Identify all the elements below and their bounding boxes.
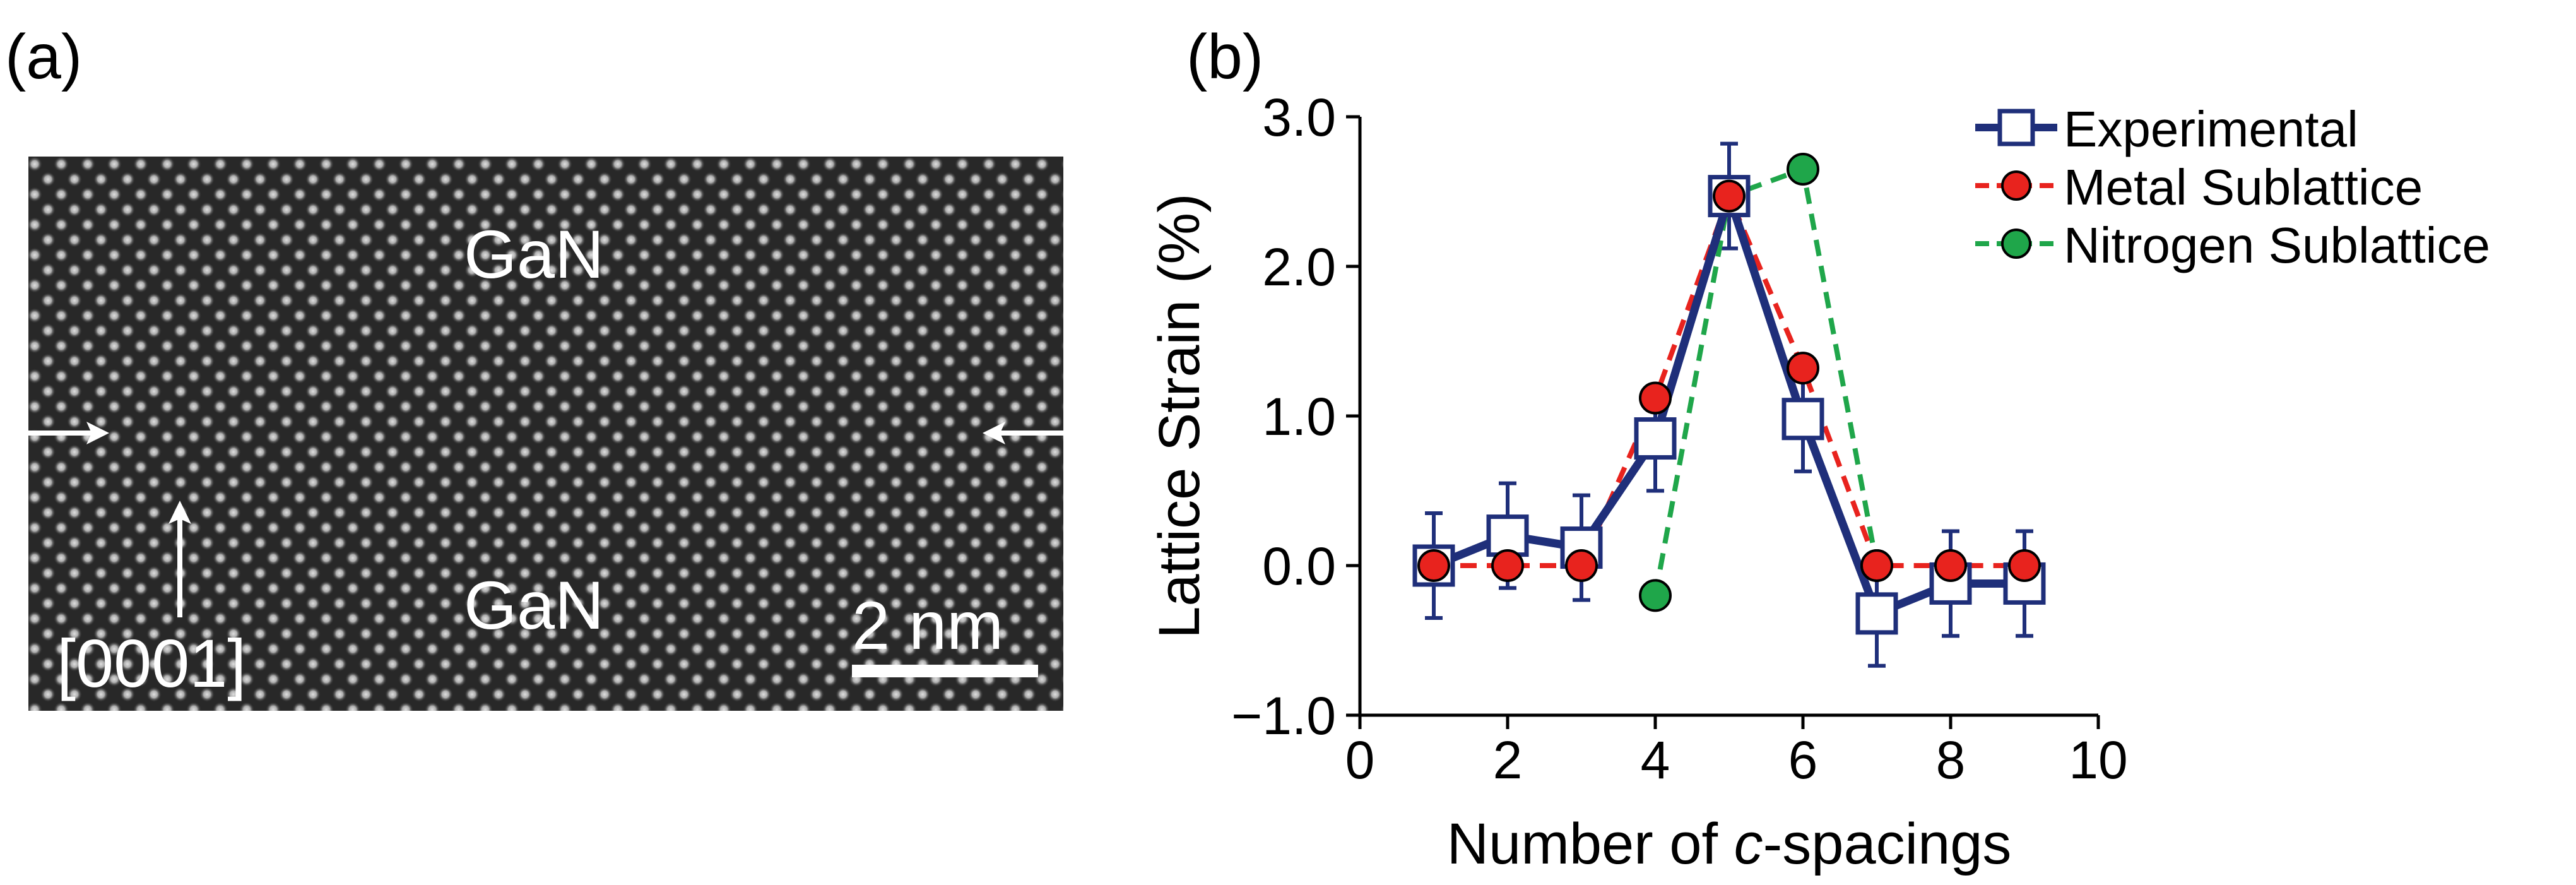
panel-a-label: (a) — [5, 21, 83, 92]
left-arrow-icon — [28, 422, 109, 444]
x-tick-label: 6 — [1788, 730, 1818, 790]
y-tick-label: 0.0 — [1262, 537, 1336, 596]
x-tick-label: 2 — [1493, 730, 1523, 790]
x-tick-label: 4 — [1641, 730, 1670, 790]
metal-sublattice-point — [1934, 549, 1967, 582]
metal-sublattice-point — [1491, 549, 1524, 582]
legend-metal-sublattice-label: Metal Sublattice — [2064, 159, 2423, 215]
scale-bar — [852, 665, 1038, 677]
legend-experimental-marker — [1997, 109, 2035, 146]
legend-metal-sublattice-marker — [2001, 170, 2031, 201]
metal-sublattice-point — [1787, 352, 1819, 385]
metal-sublattice-point — [1639, 381, 1672, 415]
panel-b-label: (b) — [1186, 21, 1264, 92]
metal-sublattice-point — [1417, 549, 1450, 582]
nitrogen-sublattice-point — [1787, 152, 1819, 186]
y-tick-label: −1.0 — [1231, 686, 1336, 745]
metal-sublattice-point — [1713, 179, 1746, 213]
metal-sublattice-line — [1434, 193, 2024, 568]
y-tick-label: 3.0 — [1262, 88, 1336, 147]
up-arrow-icon — [168, 501, 191, 617]
legend-nitrogen-sublattice-marker — [2001, 229, 2031, 259]
tem-micrograph: GaN GaN [0001] 2 nm — [28, 157, 1063, 711]
metal-sublattice-point — [1565, 549, 1598, 582]
x-tick-label: 8 — [1936, 730, 1966, 790]
legend-nitrogen-sublattice-label: Nitrogen Sublattice — [2064, 217, 2490, 273]
right-arrow-icon — [983, 422, 1063, 444]
legend-experimental-label: Experimental — [2064, 101, 2358, 157]
x-tick-label: 10 — [2069, 730, 2127, 790]
y-axis-label: Lattice Strain (%) — [1147, 193, 1212, 639]
direction-label: [0001] — [57, 625, 246, 701]
x-tick-label: 0 — [1345, 730, 1375, 790]
nitrogen-sublattice-point — [1639, 579, 1672, 612]
gan-bottom-label: GaN — [464, 567, 604, 643]
experimental-point — [1781, 398, 1824, 441]
tem-lattice-background — [28, 157, 1063, 711]
metal-sublattice-point — [1860, 549, 1893, 582]
metal-sublattice-point — [2008, 549, 2041, 582]
y-tick-label: 2.0 — [1262, 237, 1336, 297]
y-tick-label: 1.0 — [1262, 387, 1336, 446]
scale-bar-label: 2 nm — [852, 587, 1003, 663]
strain-chart: 0 2 4 6 8 10 −1.0 0.0 1.0 2.0 3.0 Number of c-spaci… — [1136, 82, 2576, 885]
tem-dark-region — [28, 157, 1063, 711]
experimental-point — [1486, 514, 1529, 557]
gan-top-label: GaN — [464, 216, 604, 292]
experimental-point — [1855, 592, 1898, 635]
experimental-point — [1634, 417, 1677, 460]
x-axis-label: Number of c-spacings — [1447, 812, 2012, 876]
